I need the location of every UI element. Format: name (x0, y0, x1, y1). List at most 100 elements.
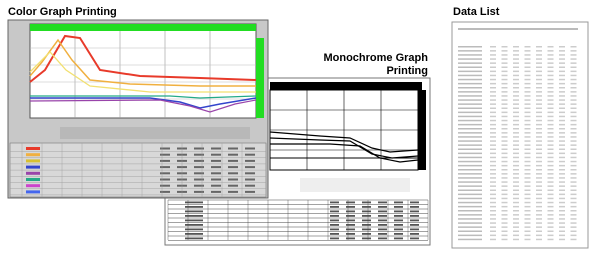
list-row-value (536, 210, 542, 212)
series-swatch (26, 184, 40, 187)
list-row-value (513, 62, 519, 64)
list-row-value (559, 206, 565, 208)
list-row-time (458, 222, 482, 224)
cell-text (394, 206, 403, 208)
list-row-value (513, 218, 519, 220)
list-row-time (458, 112, 482, 114)
list-row-time (458, 132, 482, 134)
cell-text (346, 202, 355, 204)
list-row-value (536, 108, 542, 110)
list-row-time (458, 46, 482, 48)
list-row-value (548, 54, 554, 56)
list-row-value (525, 128, 531, 130)
list-row-time (458, 128, 482, 130)
list-row-value (536, 231, 542, 233)
list-row-value (571, 198, 577, 200)
cell-text (394, 224, 403, 226)
list-row-value (548, 140, 554, 142)
list-row-value (559, 144, 565, 146)
cell-text (211, 148, 221, 150)
cell-text (330, 220, 339, 222)
list-row-value (571, 50, 577, 52)
list-row-value (513, 136, 519, 138)
list-row-value (502, 173, 508, 175)
list-row-value (548, 149, 554, 151)
list-row-value (490, 202, 496, 204)
list-row-value (513, 181, 519, 183)
cell-text (346, 238, 355, 240)
list-row-value (548, 46, 554, 48)
list-row-value (548, 50, 554, 52)
list-row-value (536, 218, 542, 220)
list-row-value (513, 214, 519, 216)
list-row-value (548, 124, 554, 126)
list-row-value (513, 153, 519, 155)
list-row-value (490, 112, 496, 114)
cell-text (194, 154, 204, 156)
list-row-value (490, 198, 496, 200)
cell-text (160, 166, 170, 168)
cell-text (346, 211, 355, 213)
series-swatch (26, 153, 40, 156)
list-row-value (525, 75, 531, 77)
cell-text (346, 220, 355, 222)
list-row-value (490, 128, 496, 130)
list-row-value (490, 54, 496, 56)
series-swatch (26, 159, 40, 162)
list-row-value (571, 157, 577, 159)
list-row-value (559, 136, 565, 138)
list-row-value (525, 144, 531, 146)
list-row-value (548, 214, 554, 216)
cell-text (228, 166, 238, 168)
list-row-value (525, 79, 531, 81)
list-row-value (490, 116, 496, 118)
list-row-value (525, 157, 531, 159)
list-row-value (559, 108, 565, 110)
list-row-value (525, 231, 531, 233)
list-row-value (525, 62, 531, 64)
list-row-value (513, 206, 519, 208)
list-row-value (502, 185, 508, 187)
list-row-value (571, 120, 577, 122)
list-row-value (513, 103, 519, 105)
list-row-value (525, 181, 531, 183)
list-row-time (458, 108, 482, 110)
list-row-value (502, 214, 508, 216)
list-row-value (548, 181, 554, 183)
list-row-value (571, 140, 577, 142)
list-row-value (490, 103, 496, 105)
list-row-value (490, 79, 496, 81)
list-row-value (513, 202, 519, 204)
cell-text (185, 238, 203, 240)
color-side-bar (256, 38, 264, 118)
list-row-value (490, 75, 496, 77)
list-row-value (559, 75, 565, 77)
cell-text (185, 233, 203, 235)
list-row-value (490, 95, 496, 97)
list-row-value (490, 194, 496, 196)
list-row-value (548, 112, 554, 114)
cell-text (346, 206, 355, 208)
cell-text (330, 229, 339, 231)
list-row-value (571, 161, 577, 163)
list-row-value (513, 87, 519, 89)
list-row-value (502, 222, 508, 224)
cell-text (211, 179, 221, 181)
list-row-value (502, 235, 508, 237)
list-row-time (458, 226, 482, 228)
cell-text (410, 211, 419, 213)
list-row-value (502, 140, 508, 142)
list-row-value (502, 226, 508, 228)
cell-text (410, 229, 419, 231)
color-top-bar (30, 24, 256, 31)
list-row-value (490, 83, 496, 85)
list-row-value (571, 210, 577, 212)
list-row-value (571, 67, 577, 69)
list-row-value (536, 206, 542, 208)
list-row-value (559, 58, 565, 60)
list-row-time (458, 161, 482, 163)
cell-text (346, 215, 355, 217)
list-row-value (513, 231, 519, 233)
list-row-value (536, 50, 542, 52)
list-row-value (536, 185, 542, 187)
